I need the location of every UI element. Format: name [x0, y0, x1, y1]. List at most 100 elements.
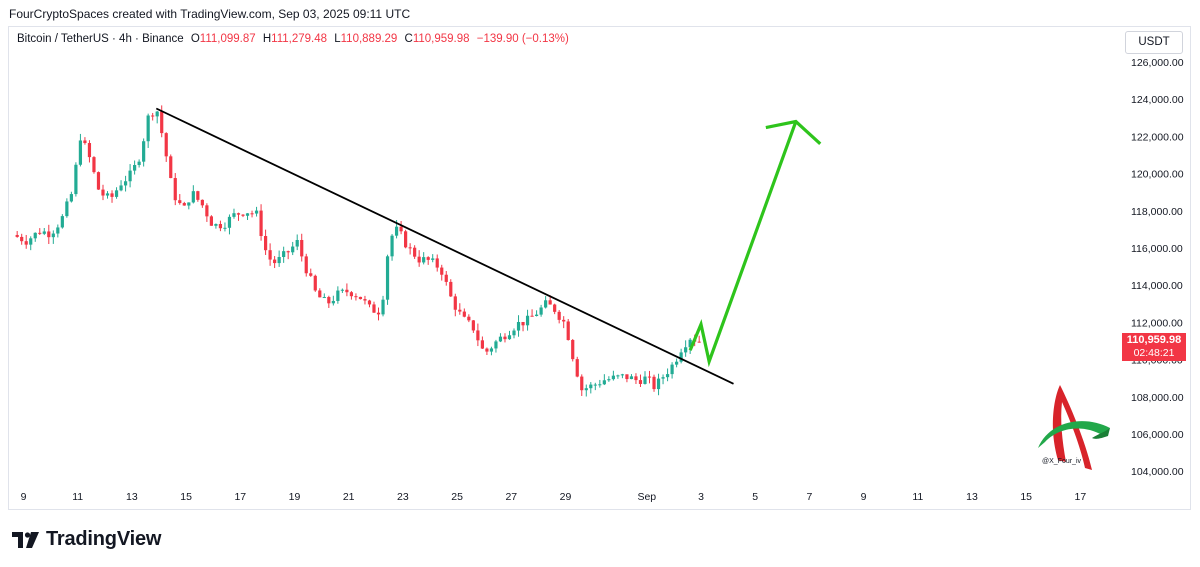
candle-body [444, 274, 448, 282]
candle-body [42, 231, 46, 234]
low-label: L [334, 33, 341, 45]
candle-body [268, 250, 272, 260]
candle-body [652, 376, 656, 390]
candle-body [349, 292, 354, 297]
high-value: 111,279.48 [271, 33, 328, 45]
projection-arrow[interactable] [688, 120, 798, 368]
candle-body [336, 290, 340, 301]
candle-body [521, 321, 525, 326]
candle-body [476, 330, 480, 341]
candle-body [647, 376, 652, 378]
x-tick-label: 5 [752, 491, 758, 503]
x-tick-label: 17 [234, 491, 246, 503]
candle-body [638, 380, 643, 384]
candle-body [431, 258, 435, 260]
candle-body [101, 189, 105, 196]
candle-body [566, 321, 570, 341]
symbol-name[interactable]: Bitcoin / TetherUS · 4h · Binance [17, 33, 184, 45]
y-tick-label: 116,000.00 [1131, 243, 1183, 255]
candle-body [512, 330, 516, 336]
candle-body [354, 296, 358, 298]
y-tick-label: 122,000.00 [1131, 131, 1184, 143]
last-price: 110,959.98 [1126, 334, 1182, 346]
y-tick-label: 104,000.00 [1131, 466, 1184, 478]
y-tick-label: 108,000.00 [1131, 392, 1184, 404]
candle-body [697, 341, 701, 343]
tradingview-brand[interactable]: TradingView [12, 528, 161, 551]
candle-body [480, 340, 484, 349]
candle-body [688, 339, 692, 348]
candle-body [503, 336, 507, 340]
candle-body [498, 336, 503, 342]
candle-body [372, 304, 376, 313]
chart-frame [8, 26, 1191, 510]
candle-body [516, 321, 521, 331]
candle-body [385, 256, 390, 300]
candle-body [399, 226, 403, 232]
symbol-legend: Bitcoin / TetherUS · 4h · Binance O111,0… [17, 33, 569, 45]
tradingview-logo-icon [12, 531, 39, 548]
candle-body [665, 374, 670, 378]
candle-body [151, 115, 155, 117]
candle-body [553, 304, 557, 312]
candle-body [593, 384, 597, 386]
candle-body [38, 232, 42, 234]
candle-body [214, 224, 218, 226]
candle-body [417, 256, 421, 263]
x-tick-label: 9 [21, 491, 27, 503]
candle-body [119, 185, 123, 191]
y-tick-label: 118,000.00 [1131, 206, 1183, 218]
candle-body [56, 227, 60, 234]
currency-button[interactable]: USDT [1125, 31, 1183, 54]
candle-body [295, 239, 299, 247]
candle-body [142, 141, 146, 162]
candle-body [571, 340, 575, 360]
candle-body [381, 299, 385, 315]
candle-body [51, 233, 55, 238]
candle-body [241, 214, 245, 216]
chart-attribution: FourCryptoSpaces created with TradingVie… [9, 7, 411, 21]
candle-body [114, 190, 119, 197]
candle-body [643, 376, 647, 384]
candle-body [331, 300, 335, 304]
y-tick-label: 120,000.00 [1131, 169, 1184, 181]
candle-body [363, 299, 367, 301]
candle-body [137, 161, 141, 166]
candle-body [494, 341, 498, 349]
candle-body [471, 320, 475, 331]
candle-body [74, 164, 78, 195]
x-tick-label: 11 [912, 491, 923, 503]
trendline[interactable] [155, 107, 734, 385]
candle-body [376, 312, 381, 315]
candle-body [33, 232, 37, 239]
candle-body [598, 384, 602, 386]
candle-body [196, 191, 200, 200]
candle-body [485, 348, 489, 352]
candle-body [580, 376, 584, 391]
candle-body [507, 335, 512, 340]
low-value: 110,889.29 [340, 33, 398, 45]
candle-body [449, 281, 453, 297]
candle-body [29, 238, 33, 245]
change-value: −139.90 (−0.13%) [476, 33, 569, 45]
x-tick-label: 13 [966, 491, 978, 503]
candle-body [422, 257, 426, 263]
watermark-logo-icon [1038, 385, 1110, 470]
candle-body [60, 216, 64, 228]
candle-body [340, 289, 344, 291]
candle-body [394, 226, 399, 236]
last-price-tag: 110,959.98 02:48:21 [1122, 333, 1186, 361]
candle-body [263, 236, 268, 251]
candle-body [589, 384, 593, 389]
close-label: C [404, 33, 413, 45]
candle-body [539, 307, 543, 315]
candle-body [15, 234, 19, 237]
candle-body [20, 236, 24, 242]
x-tick-label: Sep [637, 491, 656, 503]
open-value: 111,099.87 [199, 33, 256, 45]
x-tick-label: 21 [343, 491, 355, 503]
y-tick-label: 114,000.00 [1131, 280, 1183, 292]
candle-body [684, 347, 688, 353]
candle-body [92, 157, 96, 173]
